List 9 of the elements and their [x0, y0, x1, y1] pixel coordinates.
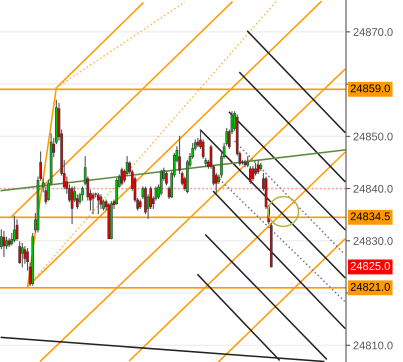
y-tick-label: 24830.0 [354, 237, 393, 245]
ref-line-label: 24859.0 [350, 84, 390, 92]
ref-line-label: 24821.0 [350, 282, 390, 291]
ref-line-label: 24834.5 [350, 212, 390, 220]
y-tick-label: 24810.0 [354, 342, 393, 350]
text: 24825.0 [350, 262, 390, 270]
y-tick-label: 24840.0 [354, 184, 393, 193]
y-tick-label: 24870.0 [354, 28, 393, 36]
y-tick-label: 24850.0 [354, 132, 393, 140]
